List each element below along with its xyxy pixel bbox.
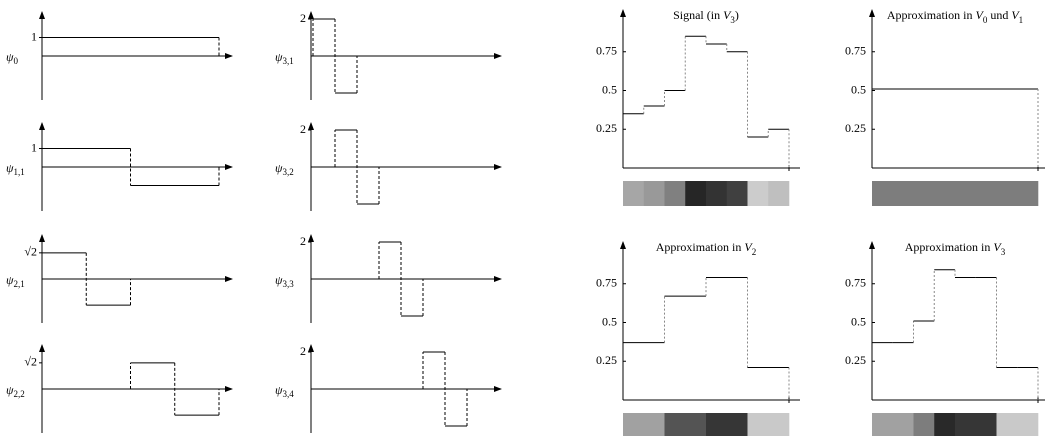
gray-cell	[726, 181, 748, 206]
function-label: ψ2,2	[6, 383, 25, 399]
y-tick-label: 0.75	[596, 276, 617, 290]
tick-label: 2	[300, 344, 306, 358]
symbol: ψ	[275, 161, 283, 175]
gray-cell	[892, 413, 914, 436]
gray-cell	[1017, 413, 1039, 436]
index: 3,4	[282, 389, 294, 399]
y-tick-label: 0.5	[602, 82, 617, 96]
tick-label: 1	[31, 29, 37, 43]
index: 3,2	[282, 167, 293, 177]
symbol: ψ	[6, 50, 14, 64]
y-tick-label: 0.25	[845, 121, 866, 135]
chart-title: Approximation in V0 und V1	[887, 8, 1023, 25]
y-tick-label: 0.5	[851, 314, 866, 328]
index: 2,1	[13, 279, 24, 289]
y-tick-label: 0.25	[596, 121, 617, 135]
gray-cell	[664, 181, 686, 206]
gray-cell	[747, 181, 769, 206]
gray-cell	[768, 181, 790, 206]
symbol: ψ	[6, 161, 14, 175]
title-part: und	[987, 8, 1011, 22]
gray-cell	[623, 181, 645, 206]
y-tick-label: 0.75	[596, 44, 617, 58]
index: 0	[13, 56, 18, 66]
y-tick-label: 0.75	[845, 44, 866, 58]
tick-label: 2	[300, 11, 306, 25]
gray-cell	[872, 413, 894, 436]
title-part: Approximation in	[905, 240, 994, 254]
index: 1,1	[13, 167, 24, 177]
index: 3,1	[282, 56, 293, 66]
chart-title: Signal (in V3)	[673, 8, 739, 25]
index: 2,2	[13, 389, 24, 399]
chart-title: Approximation in V2	[656, 240, 757, 257]
gray-cell	[643, 181, 665, 206]
gray-cell	[996, 413, 1018, 436]
title-part: Approximation in	[887, 8, 976, 22]
title-part: 1	[1019, 15, 1024, 25]
title-part: V	[975, 8, 984, 22]
title-part: Approximation in	[656, 240, 745, 254]
title-part: V	[1011, 8, 1020, 22]
tick-label: 1	[31, 140, 37, 154]
title-part: 2	[752, 247, 757, 257]
gray-cell	[706, 181, 728, 206]
gray-cell	[623, 413, 665, 436]
gray-cell	[934, 413, 956, 436]
y-tick-label: 0.25	[596, 353, 617, 367]
gray-cell	[747, 413, 790, 436]
symbol: ψ	[275, 50, 283, 64]
gray-cell	[664, 413, 707, 436]
tick-label: 2	[300, 234, 306, 248]
title-part: V	[723, 8, 732, 22]
function-label: ψ1,1	[6, 161, 25, 177]
function-label: ψ0	[6, 50, 18, 66]
tick-label: √2	[24, 245, 37, 259]
symbol: ψ	[275, 383, 283, 397]
chart-title: Approximation in V3	[905, 240, 1006, 257]
gray-cell	[685, 181, 707, 206]
function-label: ψ3,2	[275, 161, 294, 177]
symbol: ψ	[6, 383, 14, 397]
y-tick-label: 0.5	[851, 82, 866, 96]
y-tick-label: 0.5	[602, 314, 617, 328]
gray-cell	[975, 413, 997, 436]
function-label: ψ3,4	[275, 383, 294, 399]
gray-cell	[913, 413, 935, 436]
function-label: ψ2,1	[6, 273, 25, 289]
symbol: ψ	[6, 273, 14, 287]
index: 3,3	[282, 279, 294, 289]
tick-label: √2	[24, 355, 37, 369]
symbol: ψ	[275, 273, 283, 287]
title-part: 0	[983, 15, 988, 25]
title-part: V	[744, 240, 753, 254]
function-label: ψ3,3	[275, 273, 294, 289]
title-part: V	[993, 240, 1002, 254]
title-part: 3	[730, 15, 735, 25]
title-part: 3	[1001, 247, 1006, 257]
gray-cell	[955, 413, 977, 436]
y-tick-label: 0.25	[845, 353, 866, 367]
title-part: )	[735, 8, 739, 22]
gray-cell	[706, 413, 748, 436]
tick-label: 2	[300, 122, 306, 136]
y-tick-label: 0.75	[845, 276, 866, 290]
function-label: ψ3,1	[275, 50, 294, 66]
gray-cell	[872, 181, 1039, 206]
title-part: Signal (in	[673, 8, 723, 22]
